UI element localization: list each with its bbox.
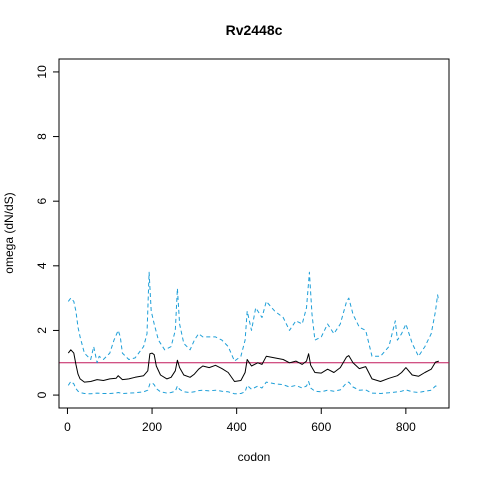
x-axis-label: codon bbox=[238, 450, 271, 464]
y-tick-label: 2 bbox=[35, 327, 49, 334]
y-tick-label: 10 bbox=[35, 65, 49, 79]
plot-area-frame bbox=[58, 58, 450, 409]
omega-bound-line bbox=[67, 381, 439, 395]
y-tick-label: 6 bbox=[35, 198, 49, 205]
y-tick-label: 8 bbox=[35, 133, 49, 140]
y-axis: 0 2 4 6 8 10 bbox=[35, 65, 60, 398]
y-axis-label: omega (dN/dS) bbox=[2, 192, 16, 273]
chart-title: Rv2448c bbox=[226, 22, 283, 38]
x-tick-label: 0 bbox=[64, 420, 71, 434]
x-tick-label: 200 bbox=[142, 420, 162, 434]
x-axis: 0 200 400 600 800 bbox=[64, 407, 416, 434]
omega-bound-line bbox=[67, 271, 440, 364]
y-tick-label: 0 bbox=[35, 391, 49, 398]
y-tick-label: 4 bbox=[35, 262, 49, 269]
x-tick-label: 800 bbox=[396, 420, 416, 434]
omega-estimate-line bbox=[67, 349, 439, 383]
series-layer bbox=[59, 271, 449, 395]
x-tick-label: 600 bbox=[311, 420, 331, 434]
x-tick-label: 400 bbox=[227, 420, 247, 434]
